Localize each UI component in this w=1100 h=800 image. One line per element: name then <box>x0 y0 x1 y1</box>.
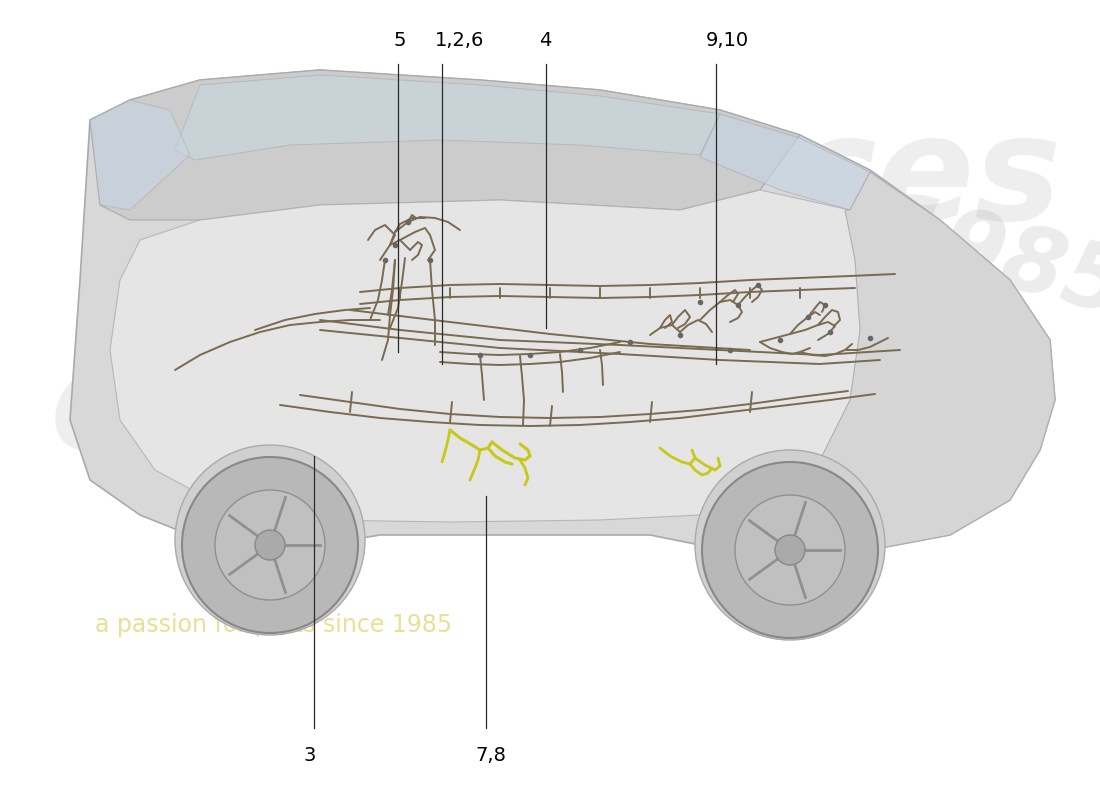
Polygon shape <box>90 70 800 220</box>
Polygon shape <box>70 70 1055 560</box>
Polygon shape <box>800 172 1055 550</box>
Circle shape <box>182 457 358 633</box>
Circle shape <box>735 495 845 605</box>
Polygon shape <box>90 100 190 210</box>
Text: 3: 3 <box>304 746 316 765</box>
Text: 4: 4 <box>539 30 551 50</box>
Circle shape <box>776 535 805 565</box>
Text: 9,10: 9,10 <box>706 30 749 50</box>
Circle shape <box>695 450 886 640</box>
Text: 1,2,6: 1,2,6 <box>434 30 484 50</box>
Text: ces: ces <box>790 110 1063 250</box>
Text: a passion for parts since 1985: a passion for parts since 1985 <box>95 613 452 637</box>
Circle shape <box>255 530 285 560</box>
Circle shape <box>702 462 878 638</box>
Text: 5: 5 <box>394 30 406 50</box>
Text: euro: euro <box>50 339 425 481</box>
Polygon shape <box>700 114 870 210</box>
Text: 1985: 1985 <box>870 185 1100 335</box>
Circle shape <box>214 490 324 600</box>
Polygon shape <box>175 75 720 160</box>
Polygon shape <box>110 190 1010 522</box>
Text: 7,8: 7,8 <box>475 746 506 765</box>
Circle shape <box>175 445 365 635</box>
